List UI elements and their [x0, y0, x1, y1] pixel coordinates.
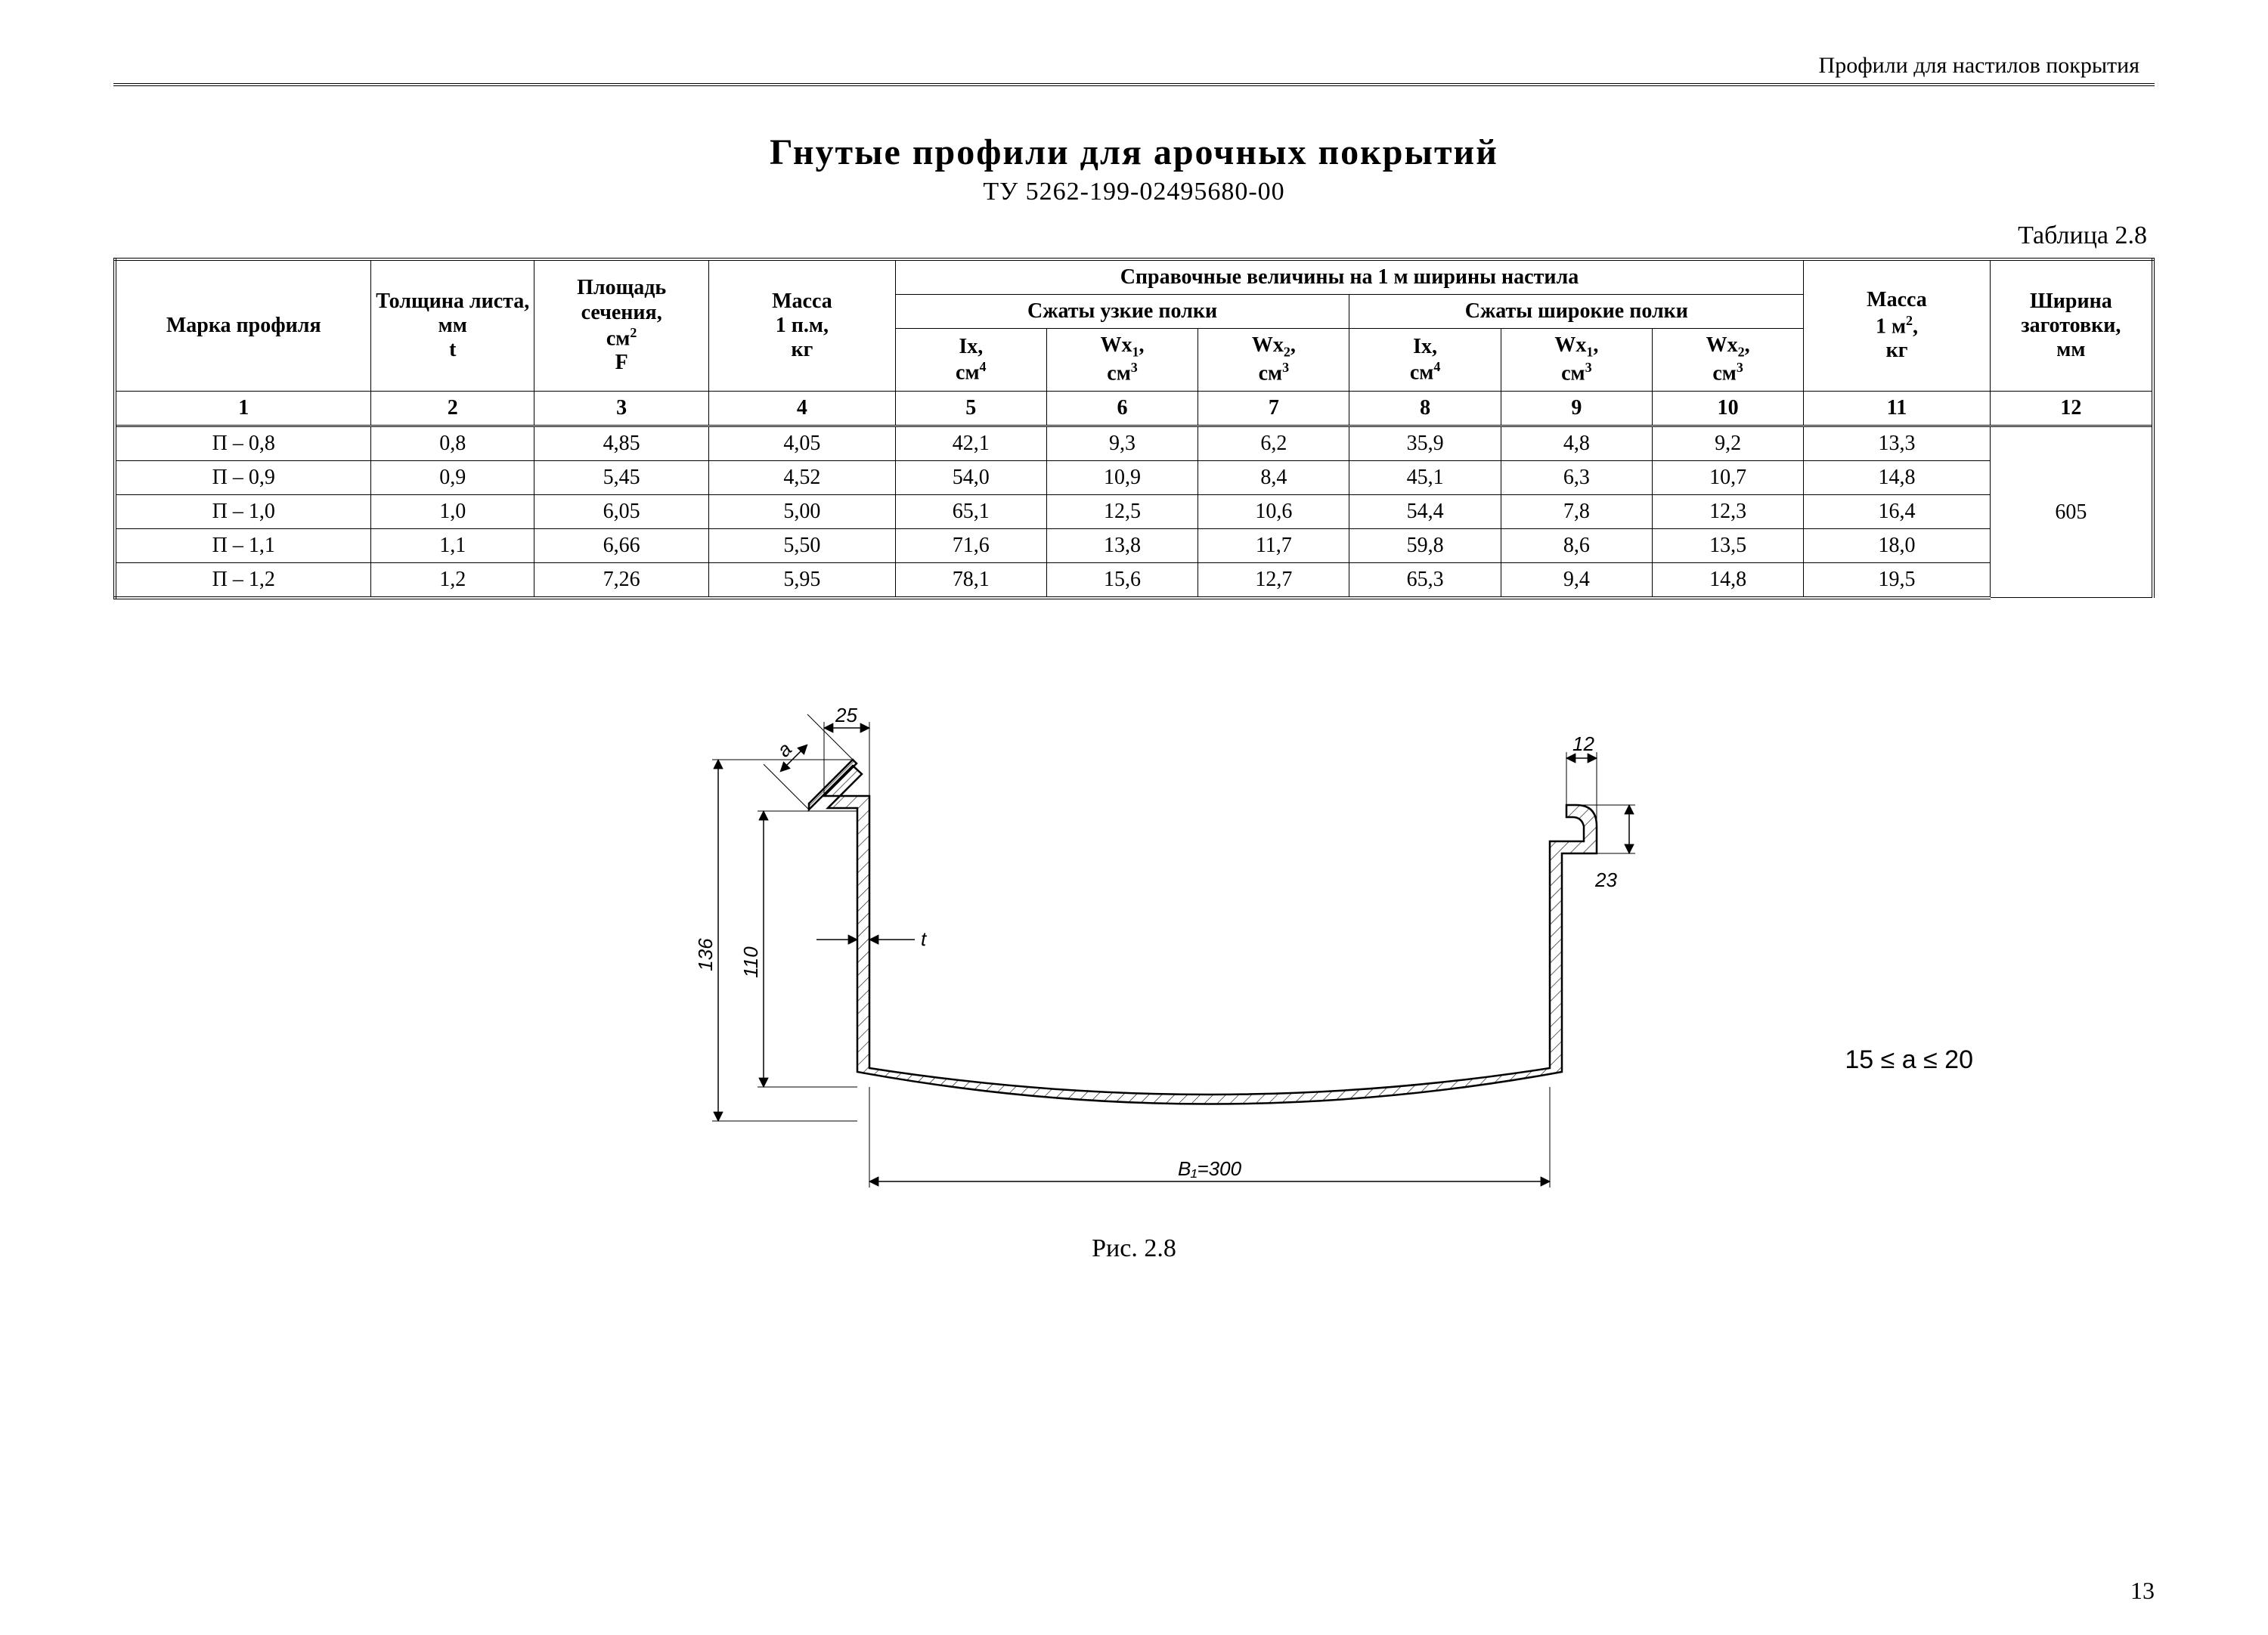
th-ix-n: Ix, см4	[895, 329, 1046, 392]
col-numbers-row: 1 2 3 4 5 6 7 8 9 10 11 12	[115, 391, 2153, 426]
title-sub: ТУ 5262-199-02495680-00	[113, 178, 2155, 206]
figure-block: 25 a t 110	[113, 637, 2155, 1318]
page-number: 13	[2130, 1577, 2155, 1605]
dim-t: t	[816, 927, 928, 950]
figure-caption: Рис. 2.8	[113, 1234, 2155, 1263]
dim-110: 110	[739, 811, 857, 1087]
th-wx2-w: Wx2, см3	[1652, 329, 1803, 392]
table-row: П – 1,2 1,2 7,26 5,95 78,1 15,6 12,7 65,…	[115, 562, 2153, 598]
merged-blank-width: 605	[1990, 426, 2153, 598]
th-wx2-n: Wx2, см3	[1198, 329, 1349, 392]
th-mass-m2: Масса 1 м2, кг	[1804, 259, 1990, 391]
title-block: Гнутые профили для арочных покрытий ТУ 5…	[113, 132, 2155, 206]
dim-136: 136	[694, 760, 857, 1121]
table-label: Таблица 2.8	[113, 221, 2147, 250]
table-head: Марка профиля Толщина листа, мм t Площад…	[115, 259, 2153, 391]
dim-136-text: 136	[694, 938, 717, 971]
header-rule	[113, 83, 2155, 86]
th-wx1-w: Wx1, см3	[1501, 329, 1652, 392]
table-row: П – 0,9 0,9 5,45 4,52 54,0 10,9 8,4 45,1…	[115, 460, 2153, 494]
th-ref-title: Справочные величины на 1 м ширины настил…	[895, 259, 1804, 295]
dim-12-text: 12	[1572, 732, 1594, 755]
dim-23-text: 23	[1594, 869, 1617, 891]
th-mass-pm: Масса 1 п.м, кг	[709, 259, 895, 391]
running-title: Профили для настилов покрытия	[113, 53, 2155, 79]
th-area: Площадь сечения, см2 F	[534, 259, 709, 391]
table-body: 1 2 3 4 5 6 7 8 9 10 11 12 П – 0,8 0,8 4…	[115, 391, 2153, 598]
th-marka: Марка профиля	[115, 259, 371, 391]
table-row: П – 1,1 1,1 6,66 5,50 71,6 13,8 11,7 59,…	[115, 528, 2153, 562]
th-thickness: Толщина листа, мм t	[371, 259, 534, 391]
constraint-note: 15 ≤ a ≤ 20	[1845, 1045, 1973, 1075]
th-blank-width: Ширина заготовки, мм	[1990, 259, 2153, 391]
dim-110-text: 110	[739, 946, 762, 978]
profile-table: Марка профиля Толщина листа, мм t Площад…	[113, 258, 2155, 599]
profile-outline	[809, 760, 1597, 1104]
th-wx1-n: Wx1, см3	[1046, 329, 1198, 392]
th-wide: Сжаты широкие полки	[1349, 295, 1804, 329]
dim-t-text: t	[921, 927, 928, 950]
dim-25-text: 25	[835, 704, 857, 726]
title-main: Гнутые профили для арочных покрытий	[113, 132, 2155, 173]
dim-a: a	[764, 727, 807, 771]
table-row: П – 0,8 0,8 4,85 4,05 42,1 9,3 6,2 35,9 …	[115, 426, 2153, 460]
th-marka-label: Марка профиля	[166, 314, 321, 337]
dim-a-text: a	[773, 738, 796, 761]
table-row: П – 1,0 1,0 6,05 5,00 65,1 12,5 10,6 54,…	[115, 494, 2153, 528]
th-narrow: Сжаты узкие полки	[895, 295, 1349, 329]
dim-b1-text: B₁=300	[1178, 1157, 1242, 1180]
profile-diagram: 25 a t 110	[567, 637, 1701, 1227]
th-ix-w: Ix, см4	[1349, 329, 1501, 392]
